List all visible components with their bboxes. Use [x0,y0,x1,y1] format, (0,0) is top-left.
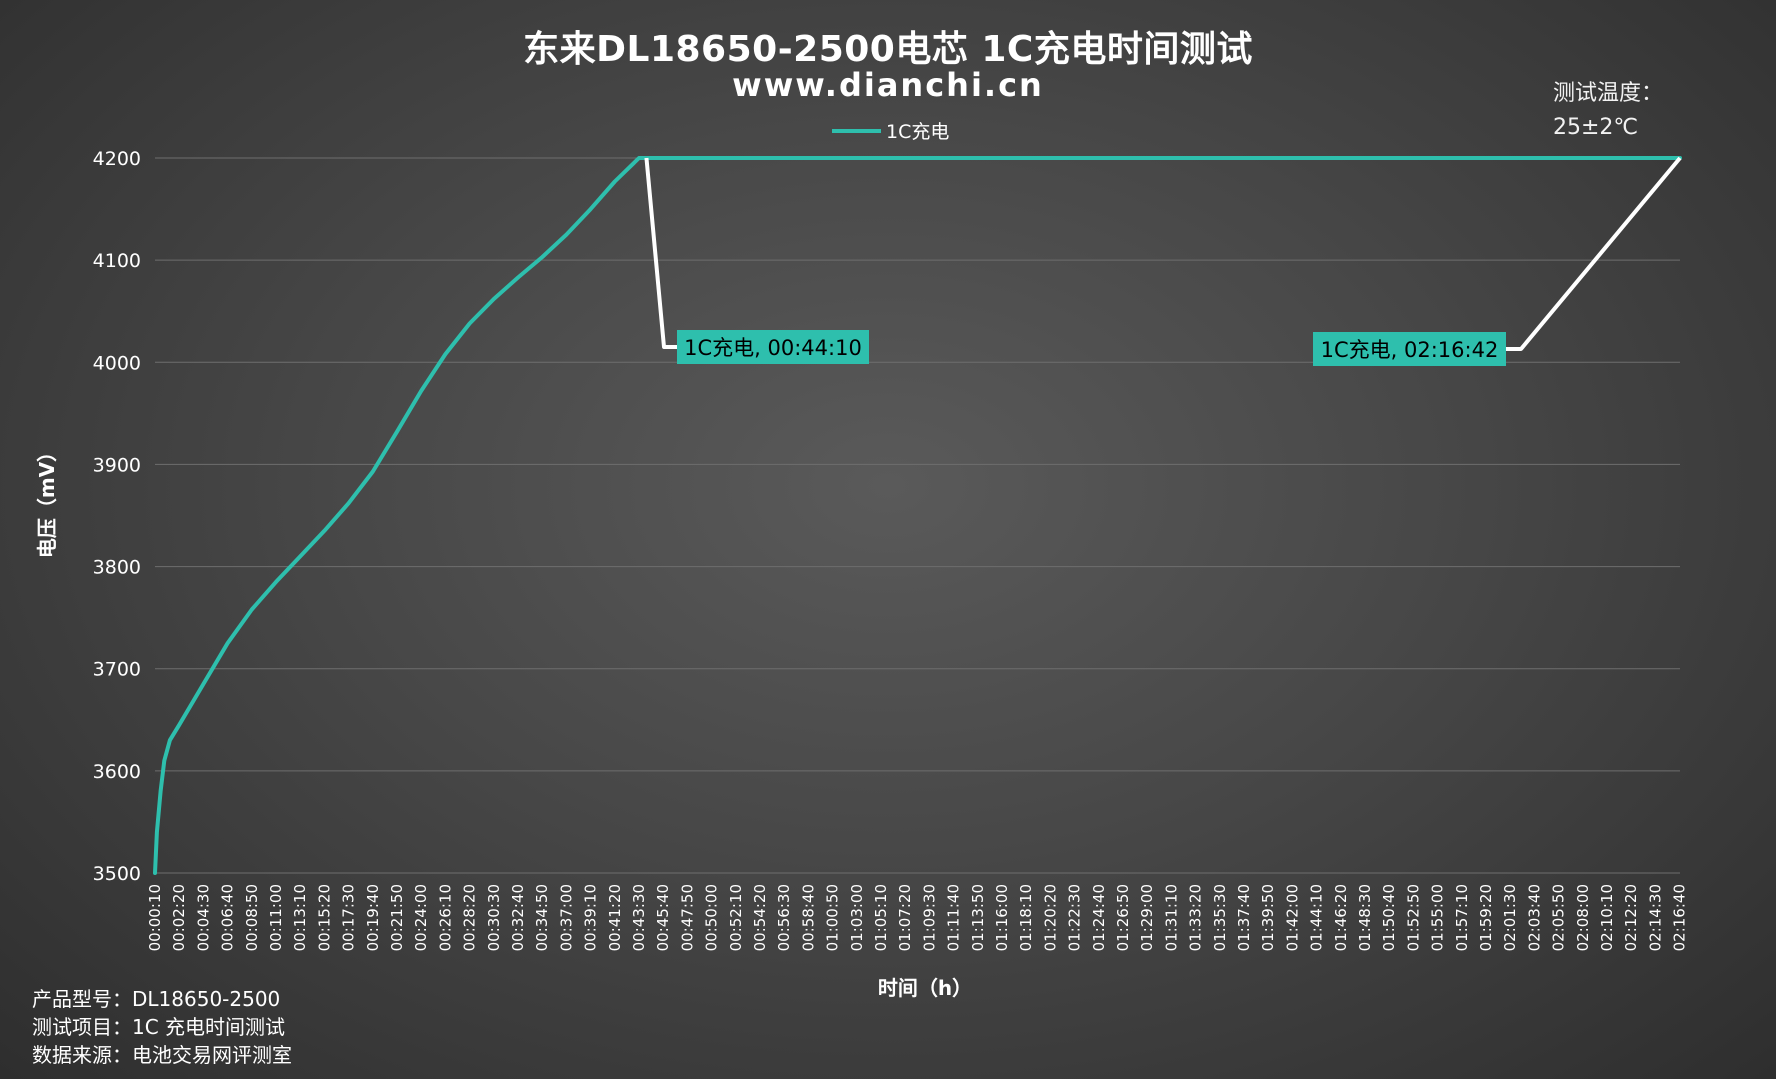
x-tick-label: 00:37:00 [557,884,575,951]
x-tick-label: 00:41:20 [606,884,624,951]
x-tick-label: 01:03:00 [848,884,866,951]
x-tick-label: 00:08:50 [243,884,261,951]
x-tick-label: 00:50:00 [703,884,721,951]
x-tick-label: 01:52:50 [1404,884,1422,951]
legend-label[interactable]: 1C充电 [886,121,949,143]
callout-box [1313,332,1506,366]
x-tick-label: 01:07:20 [896,884,914,951]
x-tick-label: 01:20:20 [1041,884,1059,951]
x-tick-label: 02:03:40 [1525,884,1543,951]
x-tick-label: 01:48:30 [1356,884,1374,951]
x-tick-label: 00:34:50 [533,884,551,951]
x-tick-label: 00:17:30 [340,884,358,951]
x-tick-label: 00:15:20 [315,884,333,951]
x-tick-label: 00:47:50 [678,884,696,951]
y-axis-title: 电压（mV） [35,442,59,558]
x-tick-label: 00:58:40 [799,884,817,951]
x-tick-label: 01:16:00 [993,884,1011,951]
x-tick-label: 01:35:30 [1211,884,1229,951]
y-tick-label: 3900 [93,454,141,476]
x-tick-label: 01:31:10 [1162,884,1180,951]
chart-title: 东来DL18650-2500电芯 1C充电时间测试 [523,29,1253,70]
x-tick-label: 01:22:30 [1066,884,1084,951]
x-tick-label: 01:50:40 [1380,884,1398,951]
x-tick-label: 01:09:30 [920,884,938,951]
x-tick-label: 01:42:00 [1283,884,1301,951]
x-tick-label: 01:13:50 [969,884,987,951]
x-tick-label: 01:59:20 [1477,884,1495,951]
x-tick-label: 02:05:50 [1550,884,1568,951]
x-tick-label: 00:13:10 [291,884,309,951]
x-tick-label: 00:19:40 [364,884,382,951]
x-tick-label: 01:18:10 [1017,884,1035,951]
x-tick-label: 01:24:40 [1090,884,1108,951]
callout-label: 1C充电, 00:44:10 [684,336,862,360]
x-tick-label: 00:54:20 [751,884,769,951]
test-temperature-label: 测试温度： [1553,81,1664,106]
legend: 1C充电 [832,121,949,143]
x-tick-label: 01:39:50 [1259,884,1277,951]
x-tick-label: 00:06:40 [219,884,237,951]
annotation-layer: 1C充电, 00:44:10 1C充电, 02:16:42 [644,156,1682,366]
y-tick-labels: 3500 3600 3700 3800 3900 4000 4100 4200 [93,148,141,885]
x-tick-label: 00:04:30 [194,884,212,951]
footer-info: 产品型号：DL18650-2500 测试项目：1C 充电时间测试 数据来源：电池… [32,985,292,1069]
callout-leader [644,157,677,349]
x-tick-label: 00:30:30 [485,884,503,951]
y-tick-label: 4200 [93,148,141,170]
y-tick-label: 4100 [93,250,141,272]
x-tick-label: 01:00:50 [824,884,842,951]
x-tick-label: 01:55:00 [1429,884,1447,951]
test-temperature-value: 25±2℃ [1553,115,1639,140]
x-tick-label: 02:16:40 [1671,884,1689,951]
x-tick-label: 00:28:20 [461,884,479,951]
x-tick-label: 00:32:40 [509,884,527,951]
y-tick-label: 3500 [93,863,141,885]
x-tick-label: 02:10:10 [1598,884,1616,951]
x-tick-label: 00:24:00 [412,884,430,951]
callout-leader [1506,156,1682,351]
x-tick-labels: 00:00:10 00:02:20 00:04:30 00:06:40 00:08:50… [146,884,1689,951]
chart-subtitle: www.dianchi.cn [732,66,1044,104]
x-tick-label: 02:14:30 [1646,884,1664,951]
x-tick-label: 01:33:20 [1187,884,1205,951]
y-tick-label: 3700 [93,659,141,681]
x-tick-label: 00:02:20 [170,884,188,951]
footer-model: 产品型号：DL18650-2500 [32,987,281,1011]
y-tick-label: 4000 [93,352,141,374]
x-tick-label: 02:01:30 [1501,884,1519,951]
grid-lines [155,157,1680,874]
y-tick-label: 3600 [93,761,141,783]
x-tick-label: 00:21:50 [388,884,406,951]
x-tick-label: 00:39:10 [582,884,600,951]
x-tick-label: 01:44:10 [1308,884,1326,951]
x-tick-label: 01:46:20 [1332,884,1350,951]
x-tick-label: 00:52:10 [727,884,745,951]
x-axis-title: 时间（h） [878,976,972,1000]
x-tick-label: 00:11:00 [267,884,285,951]
callout-box [677,330,869,364]
x-tick-label: 02:08:00 [1574,884,1592,951]
x-tick-label: 01:29:00 [1138,884,1156,951]
x-tick-label: 00:43:30 [630,884,648,951]
series-layer [153,156,1682,875]
x-tick-label: 01:26:50 [1114,884,1132,951]
x-tick-label: 00:45:40 [654,884,672,951]
x-tick-label: 00:56:30 [775,884,793,951]
x-tick-label: 01:05:10 [872,884,890,951]
x-tick-label: 01:57:10 [1453,884,1471,951]
x-tick-label: 01:11:40 [945,884,963,951]
footer-test-item: 测试项目：1C 充电时间测试 [32,1015,286,1039]
y-tick-label: 3800 [93,557,141,579]
x-tick-label: 00:26:10 [436,884,454,951]
x-tick-label: 01:37:40 [1235,884,1253,951]
series-line [153,156,1682,875]
test-temperature: 测试温度： 25±2℃ [1553,77,1663,145]
callout-label: 1C充电, 02:16:42 [1321,338,1499,362]
x-tick-label: 00:00:10 [146,884,164,951]
footer-data-source: 数据来源：电池交易网评测室 [32,1043,292,1067]
x-tick-label: 02:12:20 [1622,884,1640,951]
